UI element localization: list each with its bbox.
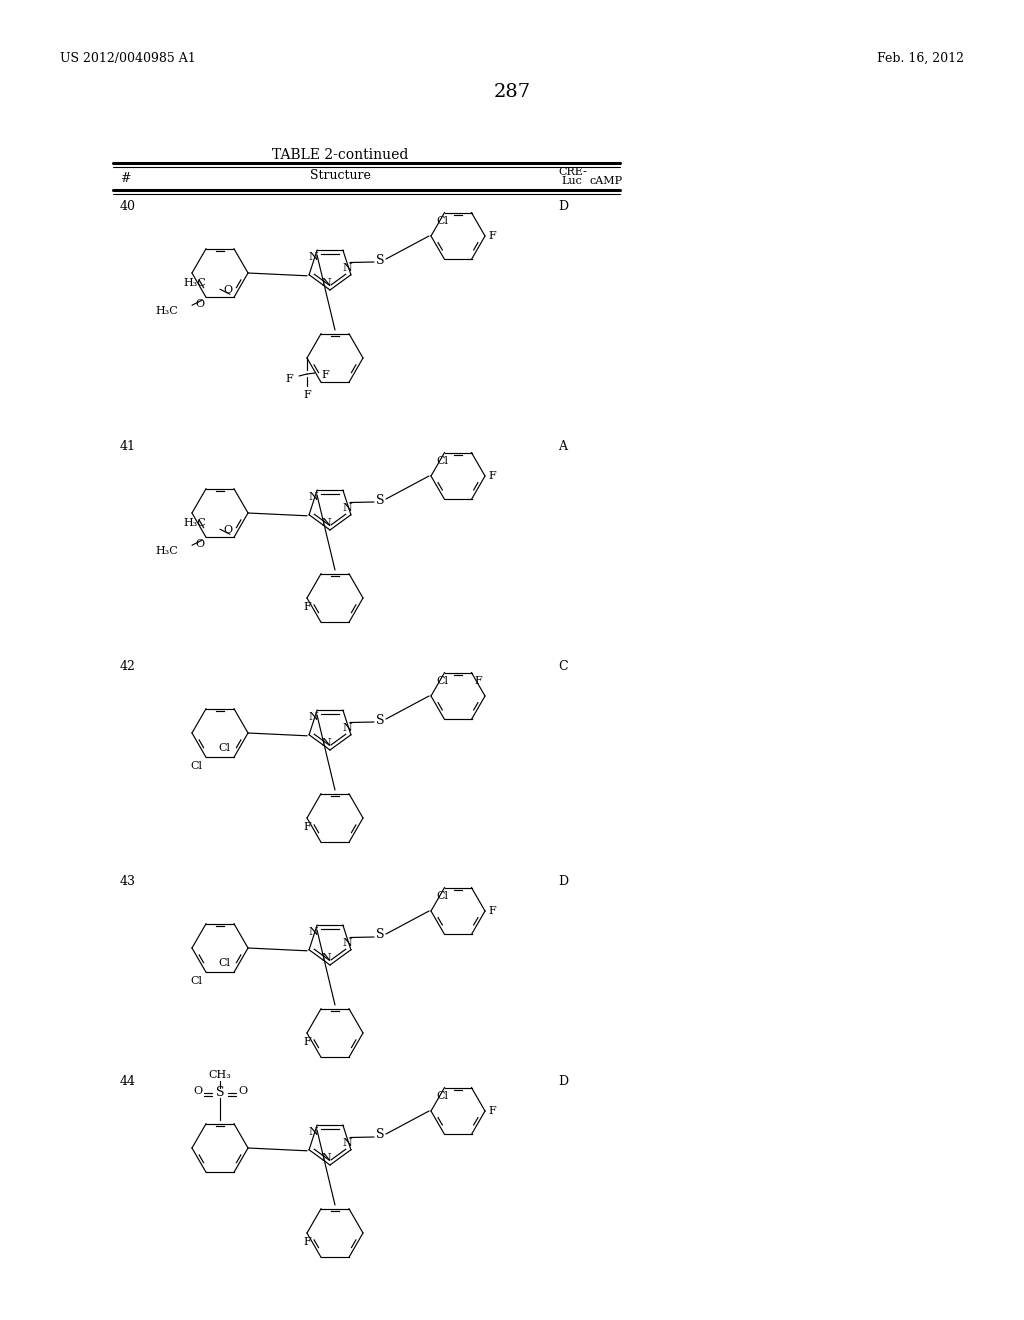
Text: O: O: [223, 285, 232, 296]
Text: 41: 41: [120, 440, 136, 453]
Text: 287: 287: [494, 83, 530, 102]
Text: O: O: [223, 525, 232, 535]
Text: Feb. 16, 2012: Feb. 16, 2012: [877, 51, 964, 65]
Text: H₃C: H₃C: [183, 279, 206, 288]
Text: N: N: [322, 1152, 331, 1163]
Text: 40: 40: [120, 201, 136, 213]
Text: D: D: [558, 201, 568, 213]
Text: Cl: Cl: [436, 215, 449, 226]
Text: F: F: [488, 231, 496, 242]
Text: F: F: [303, 602, 311, 612]
Text: O: O: [195, 540, 204, 549]
Text: F: F: [303, 822, 311, 832]
Text: N: N: [322, 517, 331, 528]
Text: CRE-: CRE-: [558, 168, 587, 177]
Text: Structure: Structure: [309, 169, 371, 182]
Text: O: O: [238, 1086, 247, 1096]
Text: N: N: [308, 927, 317, 937]
Text: Cl: Cl: [218, 958, 230, 969]
Text: N: N: [308, 492, 317, 502]
Text: 44: 44: [120, 1074, 136, 1088]
Text: Cl: Cl: [436, 676, 449, 685]
Text: 43: 43: [120, 875, 136, 888]
Text: F: F: [303, 389, 311, 400]
Text: F: F: [474, 676, 482, 685]
Text: Cl: Cl: [218, 743, 230, 754]
Text: N: N: [342, 503, 352, 512]
Text: H₃C: H₃C: [156, 306, 178, 317]
Text: S: S: [376, 714, 384, 726]
Text: N: N: [308, 1127, 317, 1138]
Text: Cl: Cl: [190, 977, 202, 986]
Text: F: F: [321, 370, 329, 380]
Text: N: N: [342, 723, 352, 733]
Text: cAMP: cAMP: [590, 176, 624, 186]
Text: F: F: [488, 1106, 496, 1115]
Text: F: F: [488, 906, 496, 916]
Text: F: F: [303, 1038, 311, 1047]
Text: S: S: [216, 1086, 224, 1100]
Text: 42: 42: [120, 660, 136, 673]
Text: D: D: [558, 875, 568, 888]
Text: Cl: Cl: [436, 1090, 449, 1101]
Text: O: O: [195, 300, 204, 309]
Text: F: F: [303, 1237, 311, 1247]
Text: Cl: Cl: [436, 891, 449, 900]
Text: S: S: [376, 494, 384, 507]
Text: D: D: [558, 1074, 568, 1088]
Text: N: N: [342, 263, 352, 273]
Text: F: F: [488, 471, 496, 480]
Text: N: N: [308, 252, 317, 263]
Text: Cl: Cl: [190, 762, 202, 771]
Text: N: N: [342, 1138, 352, 1148]
Text: N: N: [322, 279, 331, 288]
Text: C: C: [558, 660, 567, 673]
Text: H₃C: H₃C: [156, 546, 178, 556]
Text: H₃C: H₃C: [183, 519, 206, 528]
Text: Cl: Cl: [436, 455, 449, 466]
Text: A: A: [558, 440, 567, 453]
Text: S: S: [376, 1129, 384, 1142]
Text: N: N: [322, 738, 331, 748]
Text: F: F: [286, 374, 293, 384]
Text: N: N: [322, 953, 331, 964]
Text: Luc: Luc: [561, 176, 582, 186]
Text: N: N: [308, 713, 317, 722]
Text: US 2012/0040985 A1: US 2012/0040985 A1: [60, 51, 196, 65]
Text: S: S: [376, 928, 384, 941]
Text: O: O: [193, 1086, 202, 1096]
Text: CH₃: CH₃: [209, 1071, 231, 1080]
Text: N: N: [342, 937, 352, 948]
Text: TABLE 2-continued: TABLE 2-continued: [271, 148, 409, 162]
Text: #: #: [120, 172, 130, 185]
Text: S: S: [376, 253, 384, 267]
